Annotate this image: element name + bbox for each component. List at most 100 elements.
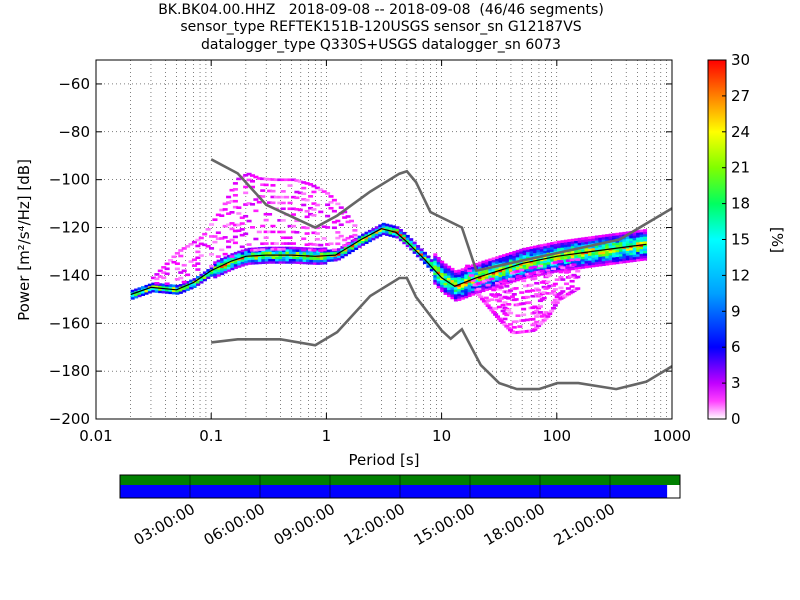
colorbar-tick-label: 0: [731, 410, 741, 428]
heatmap-cell: [271, 258, 276, 262]
heatmap-cell: [474, 277, 479, 280]
heatmap-cell: [331, 209, 337, 213]
heatmap-cell: [471, 292, 476, 296]
heatmap-cell: [591, 240, 596, 244]
heatmap-cell: [395, 233, 400, 237]
heatmap-cell: [275, 251, 280, 255]
heatmap-cell: [292, 251, 297, 255]
colorbar-tick-label: 3: [731, 374, 741, 392]
heatmap-cell: [476, 293, 482, 296]
heatmap-cell: [450, 284, 455, 288]
noise-model-nhnm: [210, 158, 672, 273]
heatmap-cell: [594, 252, 599, 255]
heatmap-cell: [140, 293, 146, 296]
heatmap-cell: [367, 237, 372, 240]
time-tick-label: 06:00:00: [201, 500, 268, 549]
heatmap-cell: [567, 267, 572, 271]
heatmap-cell: [625, 231, 630, 235]
heatmap-cell: [433, 274, 438, 278]
heatmap-cell: [247, 262, 252, 265]
heatmap-cell: [460, 285, 465, 288]
heatmap-cell: [625, 260, 630, 263]
heatmap-cell: [323, 256, 328, 260]
heatmap-cell: [278, 251, 283, 255]
heatmap-cell: [226, 254, 231, 258]
heatmap-cell: [528, 272, 534, 275]
heatmap-cell: [165, 291, 170, 294]
heatmap-cell: [591, 245, 596, 249]
heatmap-cell: [253, 209, 259, 213]
heatmap-cell: [557, 266, 562, 270]
heatmap-cell: [226, 201, 232, 204]
heatmap-cell: [534, 287, 540, 291]
heatmap-cell: [409, 240, 414, 244]
heatmap-cell: [385, 223, 390, 227]
heatmap-cell: [304, 226, 310, 230]
heatmap-cell: [485, 278, 491, 282]
heatmap-cell: [134, 293, 139, 297]
heatmap-cell: [488, 263, 493, 266]
heatmap-cell: [522, 247, 527, 251]
heatmap-cell: [591, 262, 596, 265]
heatmap-cell: [481, 272, 486, 276]
heatmap-cell: [495, 285, 500, 288]
heatmap-cell: [615, 239, 620, 243]
heatmap-cell: [254, 256, 259, 260]
heatmap-cell: [161, 276, 167, 280]
heatmap-cell: [402, 231, 407, 235]
heatmap-cell: [508, 256, 513, 260]
heatmap-cell: [331, 220, 337, 224]
x-tick-label: 0.01: [79, 427, 112, 445]
heatmap-cell: [622, 253, 627, 257]
heatmap-cell: [643, 238, 648, 242]
heatmap-cell: [601, 253, 606, 257]
heatmap-cell: [547, 312, 553, 316]
heatmap-cell: [575, 258, 581, 261]
heatmap-cell: [391, 232, 397, 236]
heatmap-cell: [433, 272, 438, 276]
heatmap-cell: [460, 273, 465, 276]
heatmap-cell: [508, 275, 513, 279]
heatmap-cell: [636, 251, 641, 255]
heatmap-cell: [598, 244, 603, 248]
heatmap-cell: [615, 254, 620, 258]
heatmap-cell: [558, 286, 564, 290]
heatmap-cell: [233, 261, 238, 265]
heatmap-cell: [209, 264, 215, 268]
heatmap-cell: [591, 264, 596, 268]
heatmap-cell: [587, 245, 593, 249]
heatmap-cell: [601, 246, 606, 250]
heatmap-cell: [443, 280, 448, 283]
heatmap-cell: [443, 265, 448, 269]
heatmap-cell: [536, 306, 542, 310]
heatmap-cell: [608, 259, 613, 263]
heatmap-cell: [530, 317, 536, 321]
heatmap-cell: [608, 252, 613, 256]
heatmap-cell: [301, 192, 307, 196]
heatmap-cell: [443, 289, 448, 293]
heatmap-cell: [287, 224, 293, 228]
heatmap-cell: [294, 219, 300, 223]
heatmap-cell: [336, 252, 342, 256]
heatmap-cell: [249, 174, 256, 177]
heatmap-cell: [374, 235, 379, 239]
heatmap-cell: [577, 249, 582, 253]
heatmap-cell: [464, 290, 469, 294]
heatmap-cell: [237, 255, 242, 259]
heatmap-cell: [594, 259, 599, 263]
heatmap-cell: [532, 265, 538, 269]
heatmap-cell: [220, 265, 225, 268]
heatmap-cell: [361, 235, 366, 239]
heatmap-cell: [504, 284, 510, 288]
heatmap-cell: [398, 233, 403, 237]
heatmap-cell: [534, 326, 540, 329]
heatmap-cell: [552, 293, 558, 296]
heatmap-cell: [567, 260, 572, 264]
heatmap-cell: [288, 261, 293, 264]
heatmap-cell: [347, 246, 352, 250]
heatmap-cell: [629, 257, 634, 260]
heatmap-cell: [526, 249, 531, 253]
heatmap-cell: [326, 251, 331, 255]
heatmap-cell: [601, 258, 606, 262]
heatmap-cell: [321, 225, 327, 229]
